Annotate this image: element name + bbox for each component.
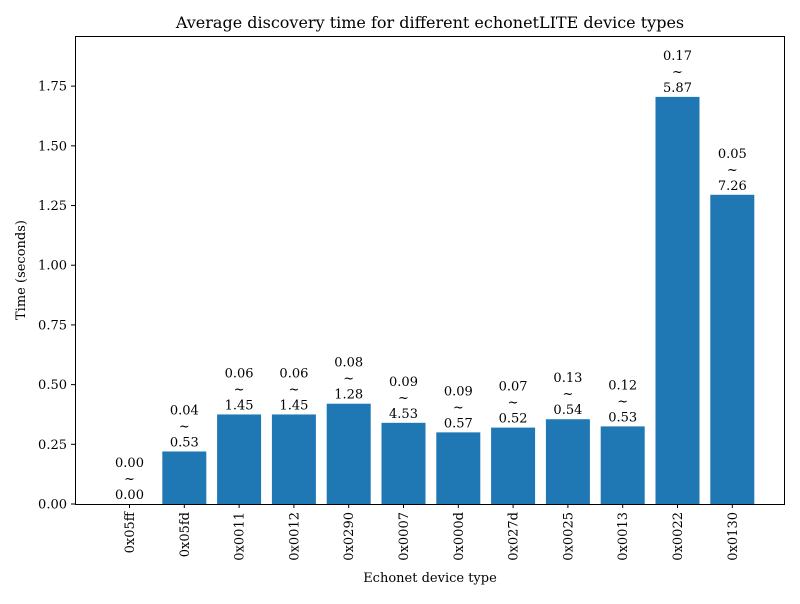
bar-0x0013	[600, 426, 645, 504]
bar-annotation-0x000d-line-2: ~	[453, 400, 464, 415]
chart-title: Average discovery time for different ech…	[175, 13, 684, 32]
bar-annotation-0x0012-line-2: ~	[288, 382, 299, 397]
x-tick-label-0x0012: 0x0012	[287, 512, 302, 561]
bars-layer	[162, 96, 755, 505]
y-tick-label-1.50: 1.50	[38, 139, 67, 154]
x-tick-label-0x05fd: 0x05fd	[178, 512, 193, 557]
bar-annotation-0x000d-line-1: 0.09	[444, 384, 473, 399]
bar-annotation-0x0290-line-1: 0.08	[334, 356, 363, 371]
bar-annotation-0x0130-line-1: 0.05	[718, 147, 747, 162]
bar-annotation-0x05ff-line-3: 0.00	[115, 488, 144, 503]
bar-0x0025	[545, 419, 590, 504]
bar-annotation-0x0022-line-1: 0.17	[663, 49, 692, 64]
x-tick-label-0x05ff: 0x05ff	[123, 510, 138, 553]
x-tick-label-0x0025: 0x0025	[561, 512, 576, 561]
bar-annotation-0x0011-line-3: 1.45	[225, 398, 254, 413]
bar-0x0022	[655, 96, 700, 504]
bar-annotation-0x0290-line-3: 1.28	[334, 388, 363, 403]
y-axis-label: Time (seconds)	[14, 220, 29, 320]
bar-annotation-0x0013-line-3: 0.53	[608, 410, 637, 425]
x-tick-label-0x0130: 0x0130	[726, 512, 741, 561]
bar-annotation-0x05ff-line-1: 0.00	[115, 456, 144, 471]
x-tick-label-0x0013: 0x0013	[616, 512, 631, 561]
bar-annotation-0x0022-line-2: ~	[672, 65, 683, 80]
bar-annotation-0x0025-line-2: ~	[562, 387, 573, 402]
x-tick-label-0x0007: 0x0007	[397, 512, 412, 561]
y-tick-label-0.25: 0.25	[38, 438, 67, 453]
bar-annotation-0x027d-line-1: 0.07	[499, 380, 528, 395]
bar-annotation-0x027d-line-2: ~	[508, 396, 519, 411]
bar-0x0007	[381, 422, 426, 504]
x-axis: 0x05ff 0x05fd 0x0011 0x0012 0x0290 0x0007 0x00…	[123, 504, 741, 561]
bar-annotation-0x0013-line-2: ~	[617, 394, 628, 409]
y-axis: 0.00 0.25 0.50 0.75 1.00 1.25 1.50 1.75	[38, 80, 75, 513]
annotations-layer: 0.00~0.000.04~0.530.06~1.450.06~1.450.08…	[115, 49, 747, 503]
bar-annotation-0x05fd-line-1: 0.04	[170, 403, 199, 418]
bar-annotation-0x05fd-line-3: 0.53	[170, 435, 199, 450]
bar-0x000d	[436, 432, 481, 504]
bar-0x05fd	[162, 451, 207, 504]
x-tick-label-0x0011: 0x0011	[233, 512, 248, 561]
bar-annotation-0x0025-line-3: 0.54	[553, 403, 582, 418]
bar-annotation-0x0007-line-3: 4.53	[389, 407, 418, 422]
bar-0x0011	[217, 414, 262, 504]
bar-annotation-0x0012-line-3: 1.45	[279, 398, 308, 413]
bar-0x0130	[710, 194, 755, 505]
bar-annotation-0x0011-line-1: 0.06	[225, 366, 254, 381]
bar-0x0290	[326, 403, 371, 504]
x-tick-label-0x000d: 0x000d	[452, 512, 467, 561]
bar-annotation-0x0130-line-2: ~	[727, 163, 738, 178]
plot-frame	[75, 36, 785, 505]
bar-annotation-0x000d-line-3: 0.57	[444, 416, 473, 431]
bar-annotation-0x05fd-line-2: ~	[179, 419, 190, 434]
y-tick-label-1.00: 1.00	[38, 259, 67, 274]
y-tick-label-1.75: 1.75	[38, 80, 67, 95]
y-tick-label-0.50: 0.50	[38, 378, 67, 393]
x-tick-label-0x027d: 0x027d	[507, 512, 522, 561]
y-tick-label-1.25: 1.25	[38, 199, 67, 214]
bar-annotation-0x0007-line-1: 0.09	[389, 375, 418, 390]
y-tick-label-0.75: 0.75	[38, 318, 67, 333]
bar-annotation-0x0022-line-3: 5.87	[663, 81, 692, 96]
bar-annotation-0x0012-line-1: 0.06	[279, 366, 308, 381]
bar-annotation-0x0007-line-2: ~	[398, 391, 409, 406]
bar-annotation-0x0130-line-3: 7.26	[718, 179, 747, 194]
bar-0x0012	[271, 414, 316, 504]
y-tick-label-0.00: 0.00	[38, 498, 67, 513]
x-axis-label: Echonet device type	[363, 571, 497, 586]
x-tick-label-0x0022: 0x0022	[671, 512, 686, 561]
bar-annotation-0x05ff-line-2: ~	[124, 472, 135, 487]
bar-annotation-0x027d-line-3: 0.52	[499, 412, 528, 427]
bar-annotation-0x0025-line-1: 0.13	[553, 371, 582, 386]
bar-annotation-0x0013-line-1: 0.12	[608, 378, 637, 393]
bar-annotation-0x0011-line-2: ~	[234, 382, 245, 397]
x-tick-label-0x0290: 0x0290	[342, 512, 357, 561]
bar-annotation-0x0290-line-2: ~	[343, 372, 354, 387]
bar-0x027d	[491, 427, 536, 504]
